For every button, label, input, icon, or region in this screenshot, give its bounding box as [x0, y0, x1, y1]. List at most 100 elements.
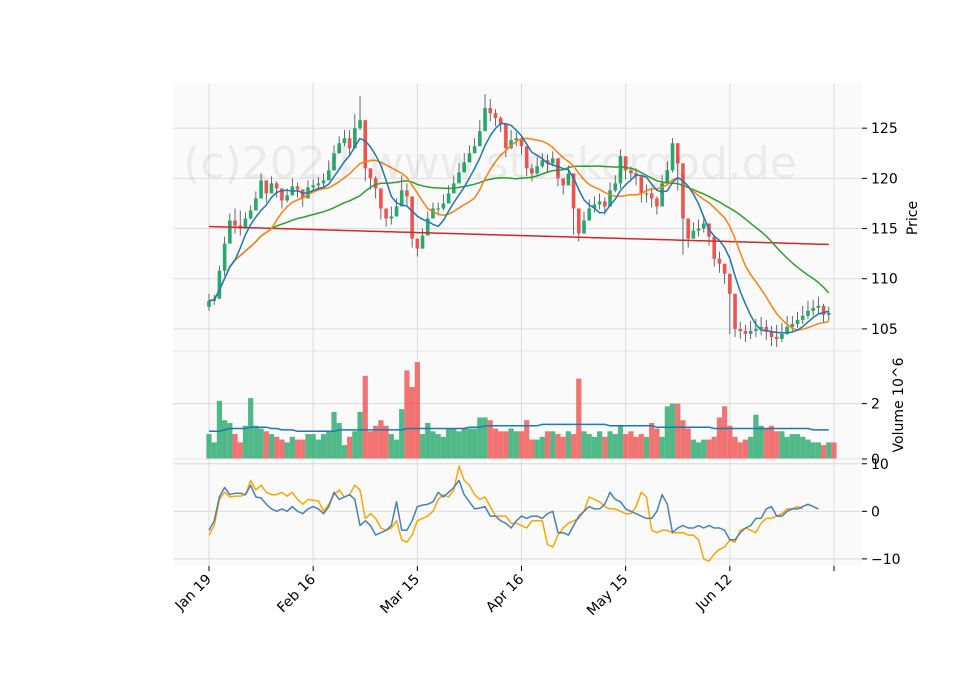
candle-up — [514, 138, 519, 141]
volume-bar — [336, 423, 342, 459]
candle-up — [337, 143, 342, 154]
candle-down — [347, 138, 352, 149]
date-axis: Jan 19 Feb 16 Mar 15 Apr 16 May 15 Jun 12 — [172, 566, 835, 619]
price-tick-label: 115 — [871, 222, 898, 238]
candle-up — [780, 333, 784, 339]
candle-up — [696, 228, 701, 231]
candle-down — [545, 160, 550, 164]
candle-down — [774, 336, 779, 339]
candle-up — [540, 160, 545, 167]
volume-bar — [477, 417, 483, 459]
volume-bar — [289, 436, 295, 459]
volume-bar — [638, 434, 644, 459]
candle-down — [629, 170, 633, 174]
candle-up — [806, 310, 810, 316]
volume-bar — [742, 439, 749, 459]
price-panel: 105 110 115 120 125 — [173, 83, 898, 351]
volume-bar — [664, 406, 670, 459]
candle-down — [295, 186, 300, 190]
candle-up — [816, 305, 821, 308]
candle-up — [592, 204, 597, 209]
volume-bar — [482, 417, 488, 459]
volume-bar — [555, 434, 561, 459]
candle-up — [701, 223, 706, 229]
volume-bar — [206, 434, 212, 459]
candle-up — [597, 201, 602, 205]
candle-down — [556, 158, 560, 179]
ma-long-line — [208, 225, 829, 246]
candle-down — [488, 108, 493, 114]
candle-down — [405, 190, 409, 197]
volume-average-line — [209, 423, 829, 433]
candle-up — [342, 138, 347, 144]
candle-down — [498, 118, 503, 125]
volume-bar — [461, 428, 467, 459]
volume-bar — [248, 398, 254, 459]
candle-up — [826, 312, 831, 315]
volume-bar — [768, 425, 775, 459]
candle-down — [561, 178, 565, 186]
volume-bar — [211, 442, 217, 459]
volume-bar — [544, 431, 551, 459]
candle-down — [717, 258, 722, 264]
volume-bar — [315, 439, 321, 459]
candle-up — [613, 183, 618, 191]
candle-up — [326, 170, 331, 181]
candle-up — [795, 319, 800, 324]
volume-bar — [305, 434, 311, 459]
volume-bar — [237, 442, 243, 459]
candle-up — [759, 326, 763, 329]
volume-bar — [331, 411, 337, 459]
volume-bar — [680, 420, 686, 459]
candle-up — [353, 128, 357, 149]
volume-bar — [430, 431, 436, 459]
volume-bar — [409, 387, 415, 459]
volume-bar — [789, 434, 795, 459]
volume-tick-label: 0 — [871, 452, 880, 468]
price-tick-label: 105 — [871, 322, 898, 338]
volume-bar — [399, 409, 405, 459]
candle-up — [285, 195, 289, 201]
candle-down — [571, 173, 576, 209]
volume-bar — [268, 434, 275, 459]
volume-bar — [774, 431, 780, 459]
candle-down — [373, 178, 378, 189]
candle-up — [358, 120, 362, 129]
volume-bar — [820, 445, 827, 459]
candle-up — [446, 193, 451, 204]
oscillator-panel: −10 0 10 — [173, 457, 901, 568]
candle-up — [483, 108, 487, 132]
candle-down — [384, 208, 388, 219]
volume-bar — [216, 400, 223, 459]
candle-down — [623, 156, 628, 171]
candle-up — [608, 190, 612, 207]
volume-bar — [758, 425, 764, 459]
volume-bar — [425, 423, 431, 459]
oscillator-line-2 — [208, 465, 804, 562]
price-tick-label: 125 — [871, 121, 898, 137]
volume-bar — [711, 436, 717, 459]
candle-up — [811, 307, 815, 311]
panel-background — [173, 459, 862, 566]
volume-bar — [716, 417, 723, 459]
oscillator-tick-label: 10 — [871, 457, 889, 473]
volume-bar — [284, 442, 290, 459]
candle-up — [660, 183, 664, 207]
volume-bar — [445, 428, 452, 459]
candle-down — [504, 124, 508, 149]
candle-up — [785, 326, 789, 334]
volume-bar — [274, 436, 280, 459]
candle-down — [280, 188, 284, 201]
candle-down — [410, 196, 414, 239]
volume-bar — [706, 439, 712, 459]
panel-background — [173, 83, 862, 351]
volume-bar — [503, 431, 509, 459]
candle-down — [675, 143, 680, 164]
volume-bar — [649, 423, 655, 459]
candle-up — [248, 210, 253, 219]
candle-down — [379, 188, 383, 209]
candle-down — [686, 218, 690, 239]
candle-up — [425, 218, 430, 236]
volume-bar — [748, 436, 754, 459]
